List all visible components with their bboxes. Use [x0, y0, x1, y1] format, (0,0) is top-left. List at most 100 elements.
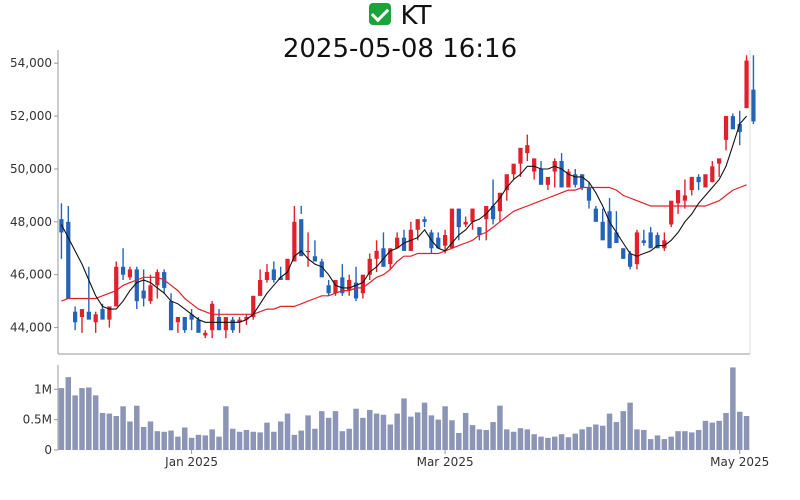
volume-bar [497, 405, 503, 450]
candle [586, 182, 592, 209]
candle-body [682, 195, 688, 201]
candle [251, 295, 256, 320]
candle-body [223, 316, 228, 331]
candle-body [388, 248, 393, 265]
candle [388, 248, 393, 270]
candle [189, 309, 194, 331]
candle-body [374, 250, 379, 259]
candle-body [189, 314, 194, 320]
volume-bar [414, 412, 421, 450]
candle [134, 266, 139, 310]
candle [155, 269, 160, 299]
volume-bar [689, 432, 695, 450]
candle-body [614, 232, 619, 243]
volume-bar [558, 434, 565, 450]
candle [689, 176, 694, 196]
volume-bar [682, 431, 688, 450]
volume-y-tick-label: 0.5M [23, 413, 52, 427]
candle [271, 261, 276, 283]
x-tick-label: Mar 2025 [417, 455, 474, 469]
candle-body [120, 266, 126, 275]
candle-body [484, 205, 489, 220]
volume-bar [490, 422, 496, 450]
volume-bar [140, 426, 147, 450]
candle-body [257, 279, 263, 296]
volume-bar [716, 420, 722, 450]
candle-body [367, 258, 372, 275]
candle [696, 174, 701, 191]
candle-body [381, 248, 386, 267]
candle-body [264, 272, 270, 280]
volume-bar [421, 402, 428, 450]
volume-bar [606, 413, 613, 450]
candle [504, 174, 509, 201]
volume-bar [661, 439, 668, 450]
candle [223, 316, 228, 339]
candle-body [580, 174, 585, 188]
candle [737, 110, 742, 146]
candle-body [79, 309, 85, 317]
volume-bar [613, 422, 620, 450]
volume-bar [579, 429, 585, 450]
volume-bar [312, 428, 318, 450]
candle [497, 192, 503, 222]
volume-bar [524, 429, 531, 450]
candle [203, 330, 208, 339]
candle [66, 205, 71, 299]
candle [566, 168, 571, 188]
volume-bar [743, 416, 750, 450]
candle [552, 158, 557, 188]
candle-body [607, 211, 612, 249]
candle-body [573, 174, 578, 185]
volume-bar [168, 430, 174, 450]
candle-body [593, 208, 598, 222]
volume-bar [298, 430, 304, 450]
candle-body [305, 250, 311, 253]
volume-bar [161, 431, 167, 450]
volume-bar [339, 431, 346, 450]
candle-body [662, 240, 667, 249]
candle-body [689, 176, 694, 191]
candle-body [566, 171, 571, 188]
volume-bar [593, 424, 599, 450]
candle [730, 113, 735, 130]
candle-body [326, 285, 331, 294]
candle [120, 248, 126, 280]
candle-body [669, 200, 674, 225]
candle-body [66, 221, 71, 299]
candle [580, 174, 585, 191]
candle [477, 227, 482, 241]
candle [257, 269, 263, 296]
candle [79, 309, 85, 333]
candle-body [340, 277, 345, 294]
candle-body [237, 319, 242, 323]
candle [175, 316, 181, 333]
ticker-label: KT [400, 1, 432, 31]
candle [114, 261, 119, 307]
candle-body [655, 235, 660, 249]
candle-body [641, 240, 646, 243]
volume-bar [86, 387, 92, 450]
candle-body [127, 269, 133, 278]
volume-bar [702, 420, 709, 450]
candle [107, 306, 112, 328]
volume-bar [476, 429, 483, 450]
moving-average-short-line [60, 115, 748, 323]
volume-bar [442, 406, 448, 450]
candle-body [710, 166, 715, 183]
candle-body [292, 221, 297, 262]
candle [511, 163, 516, 180]
candle-body [497, 192, 503, 212]
volume-y-tick-label: 1M [34, 382, 52, 396]
volume-bar [449, 420, 455, 450]
candle-body [285, 258, 290, 280]
candle [148, 274, 153, 304]
candle-body [717, 158, 722, 164]
volume-bar [277, 421, 284, 450]
candle-body [86, 311, 91, 320]
candle [168, 293, 174, 331]
candle-body [648, 232, 653, 249]
volume-bar [572, 433, 579, 450]
